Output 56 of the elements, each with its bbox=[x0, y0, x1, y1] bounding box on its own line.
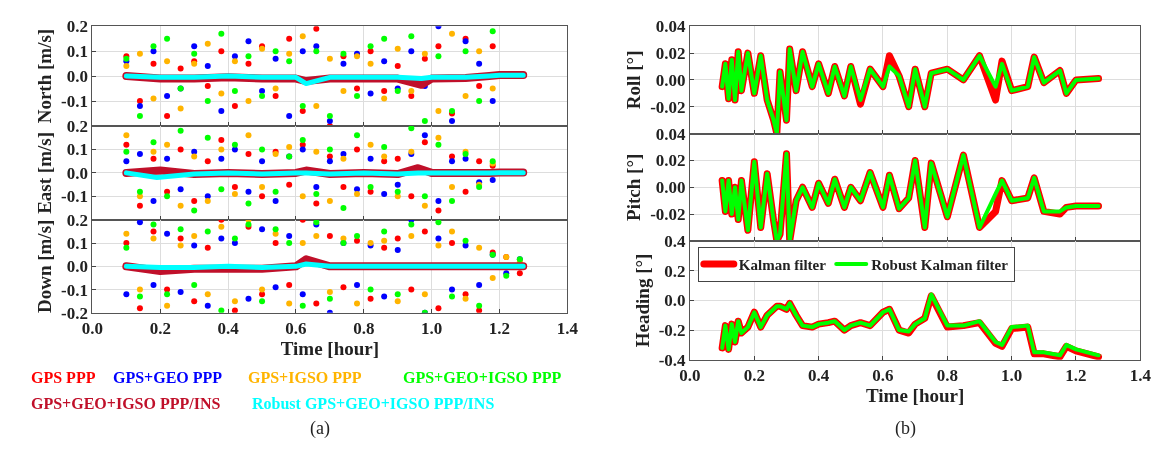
y-tick-label: 0.04 bbox=[655, 124, 687, 144]
y-tick-label: 0.2 bbox=[664, 261, 686, 281]
x-tick-label: 1.2 bbox=[488, 319, 511, 339]
x-axis-title: Time [hour] bbox=[280, 338, 380, 360]
y-tick-label: -0.2 bbox=[658, 321, 686, 341]
y-tick-label: 0.02 bbox=[655, 44, 686, 64]
y-tick-label: 0.0 bbox=[664, 291, 686, 311]
y-tick-label: 0.1 bbox=[66, 140, 89, 160]
x-tick-label: 0.4 bbox=[808, 366, 830, 386]
y-tick-label: 0.0 bbox=[66, 163, 89, 183]
x-tick-label: 1.4 bbox=[1129, 366, 1152, 386]
text: GPS PPP bbox=[31, 369, 96, 386]
y-tick-label: -0.02 bbox=[650, 97, 686, 117]
text: GPS+IGSO PPP bbox=[248, 369, 362, 386]
y-tick-label: 0.2 bbox=[66, 210, 89, 230]
y-axis-title: Pitch [°] bbox=[623, 153, 645, 221]
x-tick-label: 0.8 bbox=[353, 319, 375, 339]
y-tick-label: 0.1 bbox=[66, 42, 89, 62]
x-tick-label: 0.6 bbox=[872, 366, 894, 386]
x-tick-label: 0.6 bbox=[285, 319, 307, 339]
x-tick-label: 0.2 bbox=[743, 366, 765, 386]
legend-label: Robust Kalman filter bbox=[871, 256, 1009, 273]
y-tick-label: -0.1 bbox=[61, 91, 89, 111]
legend-label: Kalman filter bbox=[738, 256, 827, 273]
y-tick-label: 0.2 bbox=[66, 17, 89, 37]
y-tick-label: 0.0 bbox=[66, 257, 89, 277]
y-tick-label: 0.00 bbox=[655, 178, 686, 198]
text: (b) bbox=[895, 418, 916, 439]
x-tick-label: 1.4 bbox=[556, 319, 579, 339]
text: GPS+GEO+IGSO PPP bbox=[403, 369, 562, 386]
x-tick-label: 0.8 bbox=[936, 366, 958, 386]
y-tick-label: 0.1 bbox=[66, 234, 89, 254]
text: (a) bbox=[310, 418, 330, 439]
x-axis-title: Time [hour] bbox=[865, 385, 965, 407]
y-tick-label: 0.4 bbox=[664, 231, 687, 251]
y-tick-label: -0.1 bbox=[61, 280, 89, 300]
y-axis-title: North [m/s] bbox=[33, 28, 55, 124]
x-tick-label: 1.0 bbox=[421, 319, 443, 339]
text: GPS+GEO+IGSO PPP/INS bbox=[31, 395, 221, 412]
y-axis-title: East [m/s] bbox=[33, 131, 55, 214]
y-tick-label: -0.1 bbox=[61, 187, 89, 207]
x-tick-label: 0.2 bbox=[149, 319, 171, 339]
y-tick-label: 0.2 bbox=[66, 116, 89, 136]
text: Robust GPS+GEO+IGSO PPP/INS bbox=[252, 395, 495, 412]
x-tick-label: 1.2 bbox=[1065, 366, 1087, 386]
y-tick-label: 0.02 bbox=[655, 151, 686, 171]
y-axis-title: Heading [°] bbox=[631, 253, 653, 348]
x-tick-label: 0.4 bbox=[217, 319, 240, 339]
y-tick-label: -0.02 bbox=[650, 205, 686, 225]
y-axis-title: Roll [°] bbox=[623, 50, 645, 110]
y-tick-label: 0.04 bbox=[655, 17, 687, 37]
y-tick-label: 0.00 bbox=[655, 70, 686, 90]
x-tick-label: 1.0 bbox=[1001, 366, 1023, 386]
y-tick-label: 0.0 bbox=[66, 67, 89, 87]
text: GPS+GEO PPP bbox=[113, 369, 223, 386]
y-axis-title: Down [m/s] bbox=[33, 219, 55, 314]
